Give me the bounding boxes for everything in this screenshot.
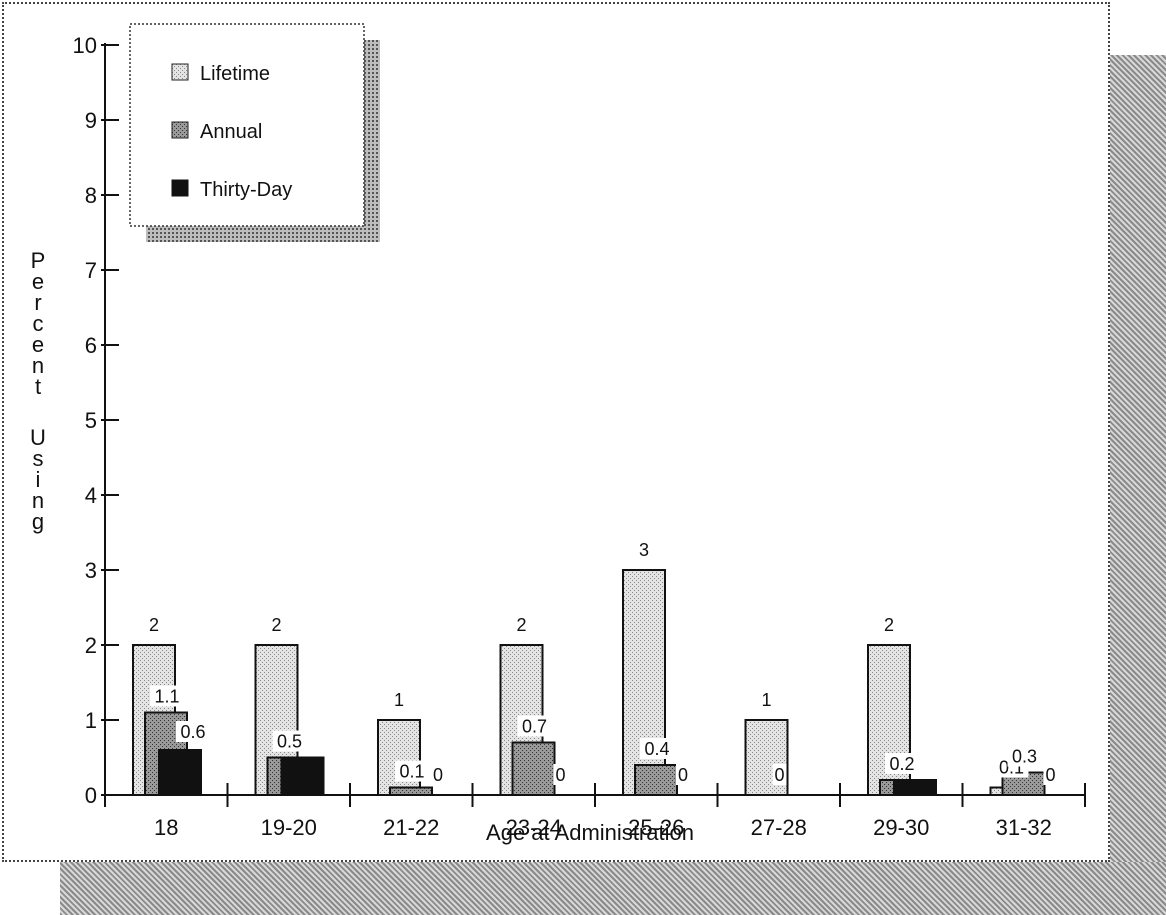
legend-label-thirty-day: Thirty-Day [200, 179, 292, 201]
data-label-bg [431, 764, 445, 785]
data-label-bg [514, 614, 529, 635]
y-tick-label: 10 [73, 33, 97, 58]
legend-label-annual: Annual [200, 121, 262, 143]
y-axis-title-letter: g [32, 509, 44, 534]
x-tick-label: 23-24 [506, 815, 562, 840]
data-label: 1 [394, 690, 404, 710]
data-label-bg [1007, 745, 1042, 767]
bar-annual [511, 741, 556, 796]
y-tick-label: 1 [85, 708, 97, 733]
data-label-bg [637, 539, 651, 560]
bar-lifetime [622, 569, 666, 796]
shadow-bottom [60, 862, 1166, 915]
x-tick-label: 19-20 [261, 815, 317, 840]
data-label: 1.1 [154, 687, 179, 707]
legend-swatch-lifetime [171, 63, 189, 81]
bar-annual [389, 786, 433, 796]
data-label-bg [272, 730, 307, 752]
data-label-bg [640, 738, 674, 759]
data-label-bg [759, 689, 774, 710]
x-tick-label: 27-28 [751, 815, 807, 840]
x-tick-label: 31-32 [996, 815, 1052, 840]
data-label-bg [517, 715, 552, 737]
y-tick-label: 0 [85, 783, 97, 808]
data-label: 0.2 [889, 754, 914, 774]
data-label: 0.5 [277, 732, 302, 752]
x-axis-title: Age at Administration [486, 820, 694, 845]
y-axis-title-letter: e [32, 332, 44, 357]
y-axis-title-letter: n [32, 353, 44, 378]
data-label: 0.3 [1012, 747, 1037, 767]
data-label: 0.4 [644, 739, 669, 759]
data-label-bg [885, 753, 919, 774]
bar-thirty-day [893, 779, 937, 796]
legend-label-lifetime: Lifetime [200, 63, 270, 85]
y-axis-title-letter: c [33, 311, 44, 336]
data-label: 0 [555, 765, 565, 785]
x-tick-label: 18 [154, 815, 178, 840]
y-axis-title-letter: s [33, 446, 44, 471]
data-label-bg [392, 689, 406, 710]
data-label: 0.7 [522, 717, 547, 737]
data-label-bg [772, 764, 787, 785]
data-label-bg [1043, 764, 1058, 785]
data-label: 2 [884, 615, 894, 635]
data-label-bg [676, 764, 690, 785]
y-axis-title-letter: i [36, 467, 41, 492]
data-label-bg [147, 614, 161, 635]
bar-lifetime [377, 719, 421, 796]
data-label: 0 [678, 765, 688, 785]
y-tick-label: 3 [85, 558, 97, 583]
legend-swatch-annual [171, 121, 189, 139]
y-axis-title-letter: U [30, 425, 46, 450]
y-tick-label: 7 [85, 258, 97, 283]
y-tick-label: 8 [85, 183, 97, 208]
data-label-bg [269, 614, 284, 635]
data-label: 0.1 [399, 762, 424, 782]
y-axis-title-letter: r [34, 290, 41, 315]
legend-box [129, 23, 365, 227]
data-label: 0 [1045, 765, 1055, 785]
y-tick-label: 2 [85, 633, 97, 658]
y-axis-title-letter: t [35, 374, 41, 399]
legend-swatch-thirty-day [171, 179, 189, 197]
y-tick-label: 5 [85, 408, 97, 433]
data-label: 1 [761, 690, 771, 710]
data-label-bg [553, 764, 568, 785]
y-tick-label: 4 [85, 483, 97, 508]
data-label: 2 [271, 615, 281, 635]
shadow-right [1110, 55, 1166, 915]
bar-thirty-day [158, 749, 202, 796]
y-tick-label: 6 [85, 333, 97, 358]
data-label-bg [882, 614, 896, 635]
x-tick-label: 29-30 [873, 815, 929, 840]
data-label-bg [176, 721, 210, 742]
y-axis-title-letter: e [32, 269, 44, 294]
data-label: 0 [774, 765, 784, 785]
bar-thirty-day [280, 756, 325, 796]
x-tick-label: 25-26 [628, 815, 684, 840]
y-tick-label: 9 [85, 108, 97, 133]
y-axis-title-letter: n [32, 488, 44, 513]
data-label: 2 [149, 615, 159, 635]
data-label: 0 [433, 765, 443, 785]
legend: Lifetime Annual Thirty-Day [129, 23, 380, 242]
data-label: 3 [639, 540, 649, 560]
data-label: 2 [516, 615, 526, 635]
bar-annual [634, 764, 678, 796]
data-label: 0.6 [180, 722, 205, 742]
data-label-bg [395, 760, 429, 782]
data-label-bg [150, 685, 184, 707]
y-axis-title-letter: P [31, 248, 46, 273]
x-tick-label: 21-22 [383, 815, 439, 840]
